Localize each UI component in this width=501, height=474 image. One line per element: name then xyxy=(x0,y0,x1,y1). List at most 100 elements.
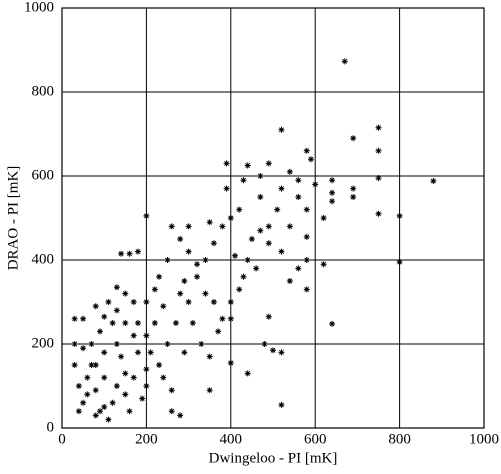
data-point xyxy=(244,370,251,377)
data-point xyxy=(134,248,141,255)
data-point xyxy=(75,408,82,415)
data-point xyxy=(265,313,272,320)
data-point xyxy=(303,147,310,154)
data-point xyxy=(88,341,95,347)
data-point xyxy=(101,404,108,410)
data-point xyxy=(257,173,264,179)
x-axis-label: Dwingeloo - PI [mK] xyxy=(209,450,338,466)
data-point xyxy=(278,248,285,255)
data-point xyxy=(80,399,87,406)
data-point xyxy=(210,299,217,305)
data-point xyxy=(303,233,310,240)
data-point xyxy=(139,395,146,402)
data-point xyxy=(118,250,125,257)
data-point xyxy=(118,353,125,360)
data-point xyxy=(122,391,129,398)
x-tick-label: 200 xyxy=(135,431,158,447)
data-point xyxy=(185,248,192,255)
data-point xyxy=(265,223,272,230)
data-point xyxy=(143,383,150,389)
data-point xyxy=(350,194,357,200)
data-point xyxy=(143,366,150,373)
y-tick-label: 1000 xyxy=(24,0,54,15)
data-point xyxy=(105,299,112,305)
data-point xyxy=(303,257,310,263)
data-point xyxy=(295,194,302,200)
y-tick-label: 400 xyxy=(32,251,55,267)
data-point xyxy=(198,341,205,347)
data-point xyxy=(248,236,255,242)
data-point xyxy=(96,408,103,415)
data-point xyxy=(71,315,78,322)
data-point xyxy=(113,284,120,291)
data-point xyxy=(274,206,281,213)
data-point xyxy=(227,315,234,322)
data-point xyxy=(168,387,175,394)
data-point xyxy=(265,160,272,167)
data-point xyxy=(341,58,348,65)
y-tick-label: 800 xyxy=(32,83,55,99)
data-point xyxy=(151,286,158,293)
data-point xyxy=(113,383,120,389)
data-point xyxy=(101,313,108,320)
data-point xyxy=(206,387,213,394)
x-tick-label: 1000 xyxy=(469,431,499,447)
data-point xyxy=(130,374,137,381)
data-point xyxy=(194,273,201,280)
data-point xyxy=(92,362,99,368)
data-point xyxy=(206,219,213,226)
x-tick-label: 800 xyxy=(388,431,411,447)
data-point xyxy=(286,223,293,230)
y-tick-label: 200 xyxy=(32,335,55,351)
data-point xyxy=(194,261,201,268)
data-point xyxy=(375,175,382,182)
data-point xyxy=(202,290,209,297)
data-point xyxy=(232,252,239,259)
data-point xyxy=(227,299,234,305)
data-point xyxy=(329,198,336,205)
data-point xyxy=(168,408,175,415)
data-point xyxy=(236,286,243,293)
data-point xyxy=(109,399,116,406)
data-point xyxy=(177,412,184,419)
data-point xyxy=(215,328,222,335)
data-point xyxy=(375,147,382,154)
data-point xyxy=(240,177,247,184)
data-point xyxy=(278,185,285,192)
data-point xyxy=(270,347,276,354)
data-point xyxy=(113,307,120,314)
data-point xyxy=(307,156,314,163)
data-point xyxy=(109,320,116,326)
data-point xyxy=(202,257,209,263)
data-point xyxy=(206,353,213,360)
data-point xyxy=(227,359,234,366)
data-point xyxy=(375,210,382,217)
data-point xyxy=(164,257,171,263)
data-point xyxy=(219,315,226,322)
data-point xyxy=(329,189,336,196)
data-point xyxy=(329,320,336,327)
data-point xyxy=(172,320,179,326)
data-point xyxy=(84,374,91,381)
data-point xyxy=(244,257,251,263)
data-point xyxy=(286,168,293,175)
data-point xyxy=(164,341,171,347)
data-point xyxy=(244,162,251,169)
data-point xyxy=(96,328,103,335)
data-point xyxy=(134,320,141,326)
data-point xyxy=(71,362,78,368)
data-point xyxy=(101,349,108,356)
data-point xyxy=(168,223,175,230)
data-point xyxy=(210,240,217,247)
data-point xyxy=(278,126,285,133)
data-point xyxy=(223,160,230,167)
data-point xyxy=(160,374,167,381)
data-point xyxy=(92,412,99,419)
data-point xyxy=(156,273,163,280)
data-point xyxy=(430,178,437,185)
data-point xyxy=(130,299,137,305)
data-point xyxy=(80,345,87,352)
data-point xyxy=(257,227,264,234)
data-point xyxy=(329,177,336,184)
